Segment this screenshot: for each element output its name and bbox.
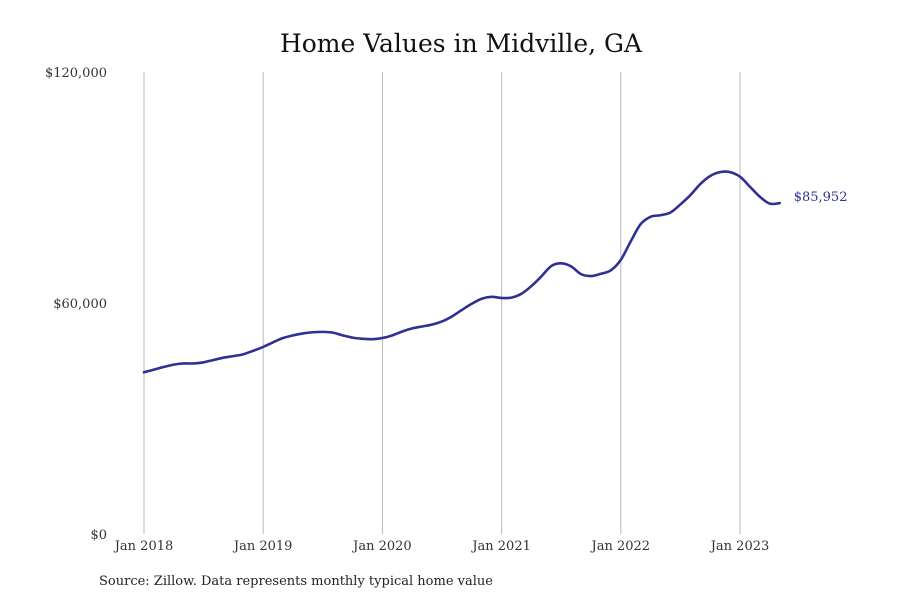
- y-tick-label: $60,000: [53, 297, 107, 312]
- y-tick-label: $120,000: [45, 66, 107, 81]
- x-tick-label: Jan 2023: [709, 539, 770, 554]
- x-tick-label: Jan 2020: [351, 539, 412, 554]
- x-tick-label: Jan 2018: [113, 539, 174, 554]
- source-note: Source: Zillow. Data represents monthly …: [99, 574, 493, 589]
- end-value-label: $85,952: [794, 190, 848, 205]
- x-tick-label: Jan 2022: [590, 539, 651, 554]
- chart-title: Home Values in Midville, GA: [280, 29, 643, 58]
- series-line-home-value: [142, 170, 782, 374]
- y-tick-label: $0: [90, 528, 107, 543]
- gridlines: [143, 72, 741, 534]
- x-tick-label: Jan 2021: [470, 539, 531, 554]
- x-axis-ticks: Jan 2018 Jan 2019 Jan 2020 Jan 2021 Jan 2022…: [113, 539, 770, 554]
- x-tick-label: Jan 2019: [232, 539, 293, 554]
- y-axis-ticks: $0 $60,000 $120,000: [45, 66, 107, 543]
